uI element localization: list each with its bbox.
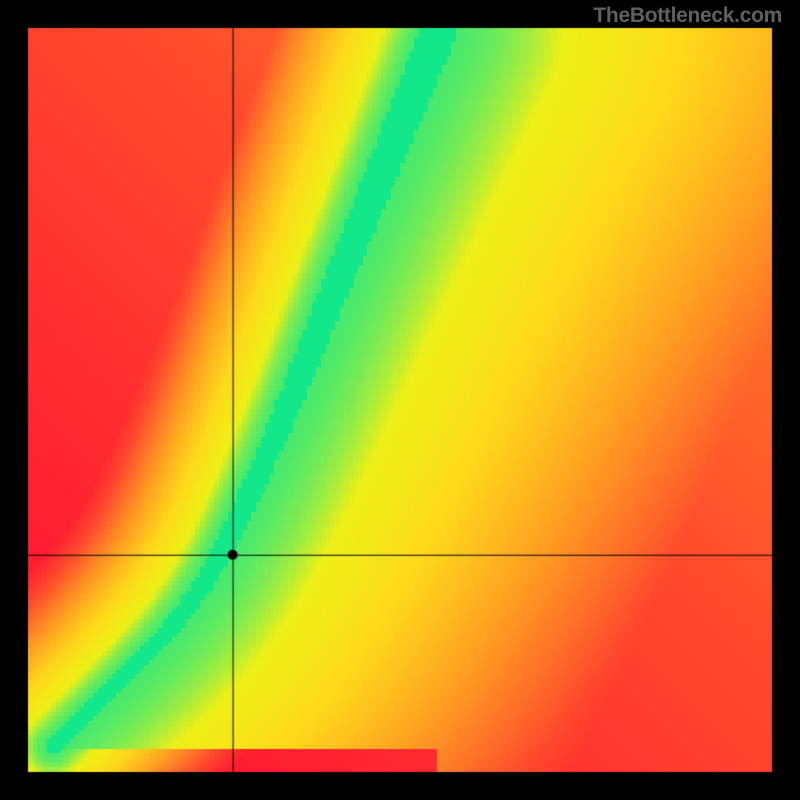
bottleneck-heatmap (0, 0, 800, 800)
chart-container: TheBottleneck.com (0, 0, 800, 800)
attribution-label: TheBottleneck.com (593, 4, 782, 28)
